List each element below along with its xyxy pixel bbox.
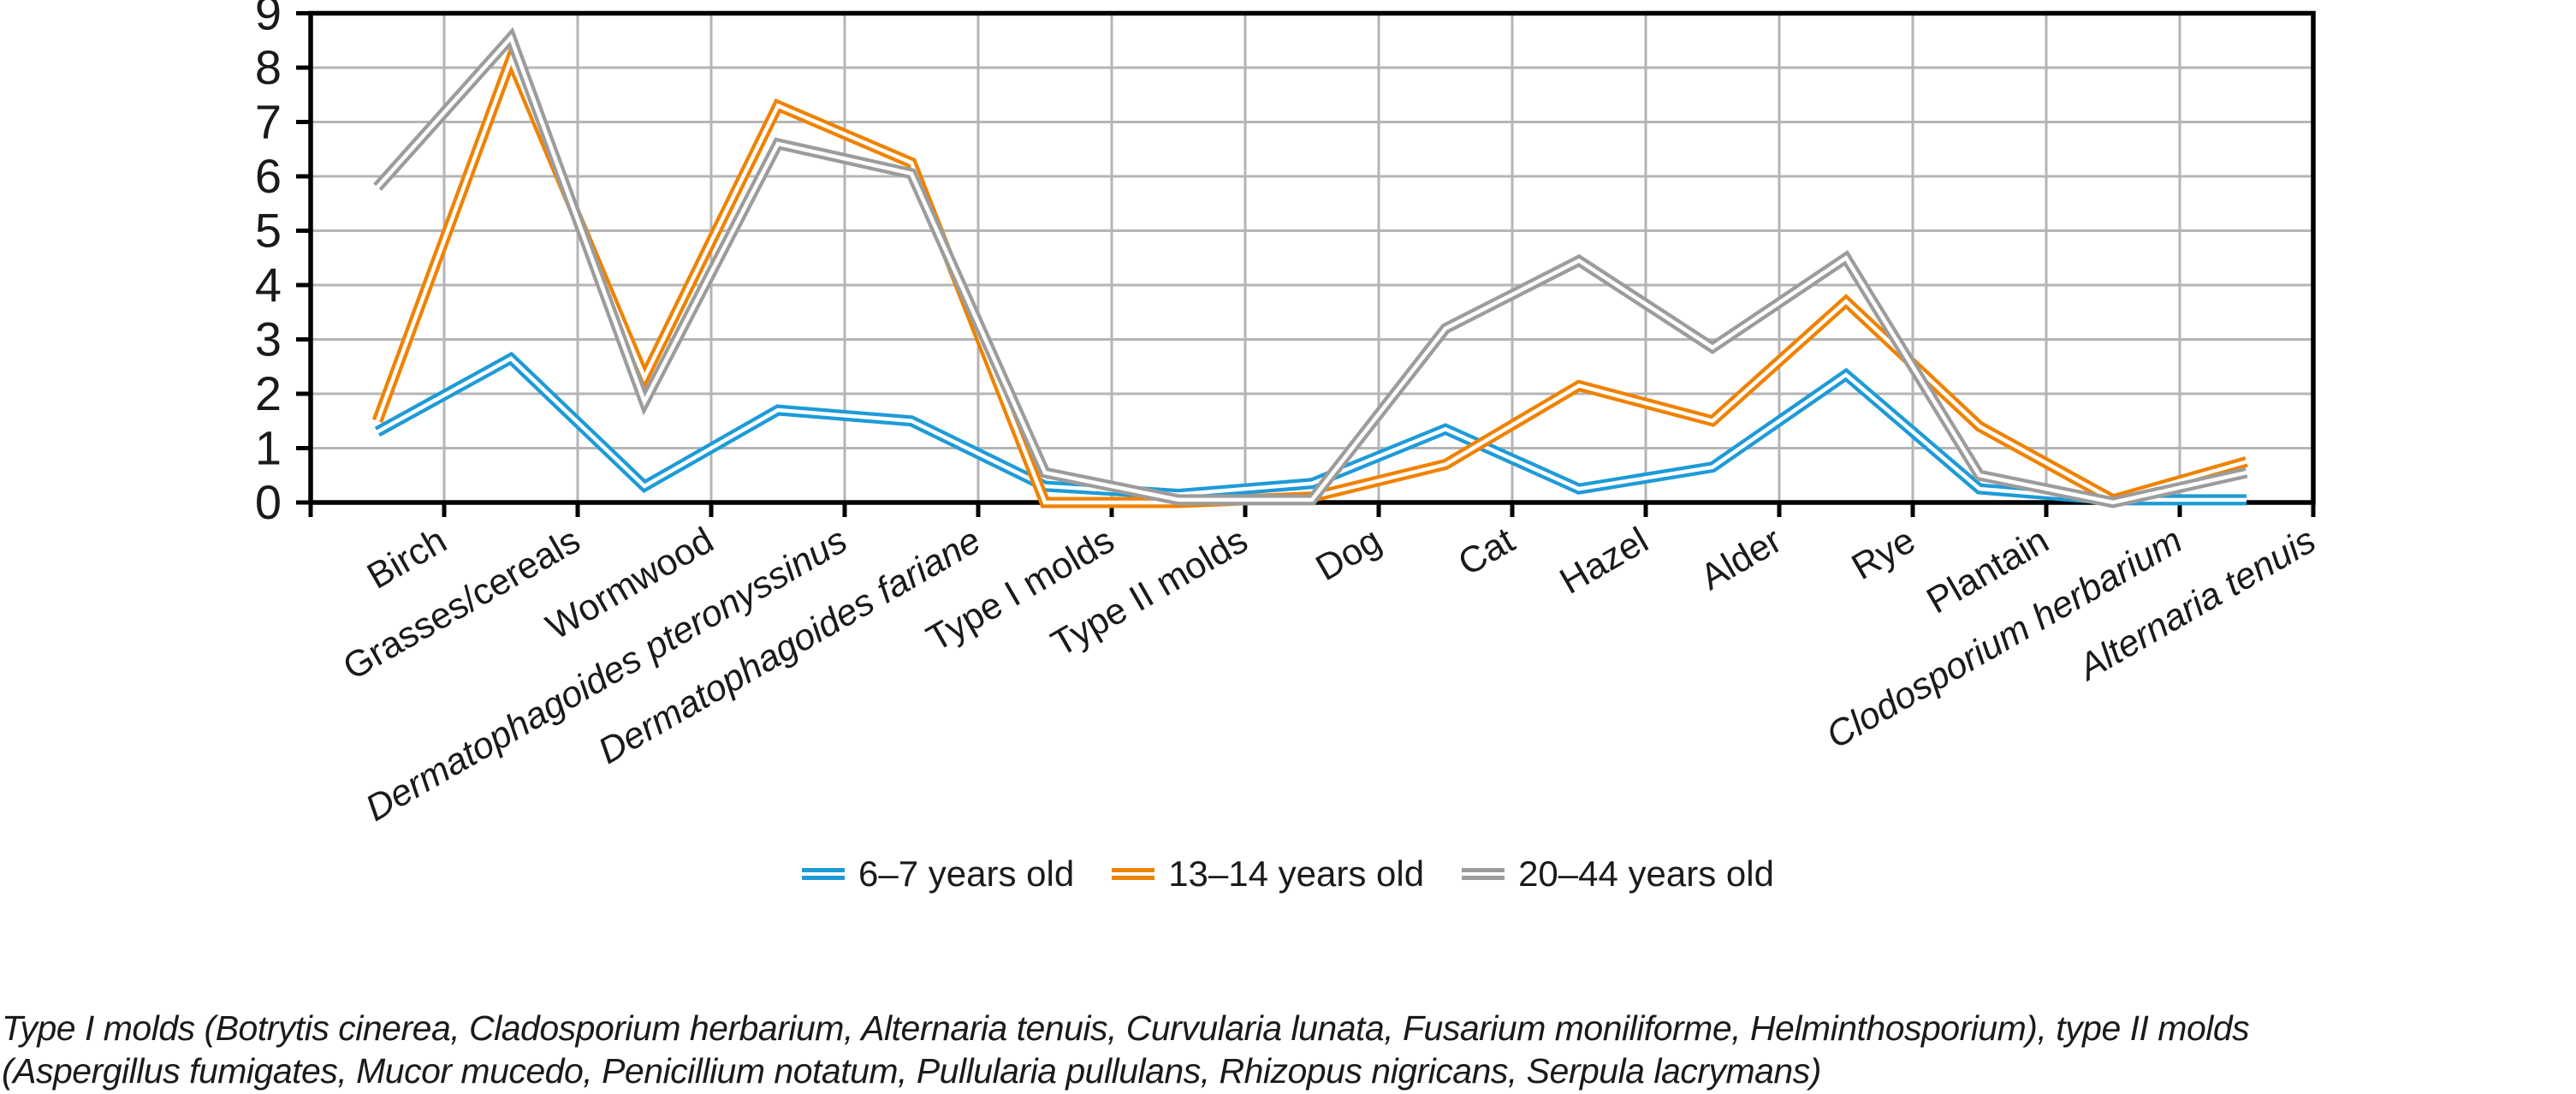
legend-swatch-double-line-icon: [1462, 868, 1505, 880]
y-tick-label: 1: [255, 421, 282, 475]
footnote-line-2: (Aspergillus fumigates, Mucor mucedo, Pe…: [2, 1051, 1821, 1091]
x-tick-label: Cat: [1451, 520, 1522, 584]
series-white-core: [375, 54, 2247, 505]
y-tick-label: 3: [255, 312, 282, 366]
series-lines: [371, 27, 2248, 508]
x-tick-label: Grasses/cereals: [336, 520, 587, 688]
y-tick-label: 4: [255, 258, 282, 312]
series-3: [373, 27, 2248, 508]
plot-frame: [308, 10, 2316, 505]
legend-item-1: 6–7 years old: [802, 856, 1074, 892]
y-tick-label: 9: [255, 0, 282, 40]
chart-legend: 6–7 years old 13–14 years old 20–44 years …: [0, 856, 2576, 892]
y-tick-label: 5: [255, 204, 282, 258]
legend-label: 6–7 years old: [858, 853, 1075, 894]
legend-item-3: 20–44 years old: [1462, 856, 1774, 892]
axis-ticks: [296, 11, 2316, 517]
series-outer-stroke: [373, 27, 2248, 508]
y-tick-label: 8: [255, 40, 282, 94]
legend-swatch-double-line-icon: [1112, 868, 1155, 880]
series-1: [374, 351, 2247, 506]
legend-item-2: 13–14 years old: [1112, 856, 1424, 892]
x-tick-label: Alternaria tenuis: [2069, 520, 2323, 689]
gridlines: [311, 13, 2313, 502]
x-tick-label: Hazel: [1553, 520, 1655, 603]
series-2: [371, 44, 2248, 508]
footnote-line-1: Type I molds (Botrytis cinerea, Cladospo…: [2, 1008, 2250, 1048]
series-outer-stroke: [371, 44, 2248, 508]
y-tick-label: 7: [255, 95, 282, 149]
series-white-core: [376, 33, 2247, 505]
y-tick-label: 0: [255, 475, 282, 529]
legend-label: 20–44 years old: [1518, 853, 1774, 894]
x-axis-labels: BirchGrasses/cerealsWormwoodDermatophago…: [336, 520, 2323, 829]
plot-border: [308, 10, 2316, 505]
legend-label: 13–14 years old: [1168, 853, 1425, 894]
x-tick-label: Alder: [1694, 520, 1789, 598]
x-tick-label: Birch: [360, 520, 454, 598]
y-tick-label: 2: [255, 366, 282, 420]
footnote: Type I molds (Botrytis cinerea, Cladospo…: [2, 1007, 2574, 1092]
legend-swatch-double-line-icon: [802, 868, 846, 880]
x-tick-label: Dog: [1309, 520, 1388, 589]
y-tick-label: 6: [255, 149, 282, 203]
series-white-core: [376, 355, 2247, 502]
x-tick-label: Rye: [1845, 520, 1922, 588]
